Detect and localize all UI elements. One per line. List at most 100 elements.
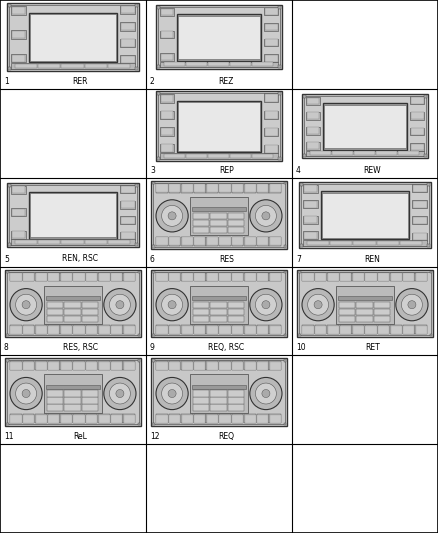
Bar: [206, 184, 218, 192]
Bar: [283, 271, 286, 273]
Circle shape: [156, 200, 188, 232]
Bar: [304, 96, 426, 156]
Text: 3: 3: [150, 166, 155, 175]
Bar: [264, 145, 278, 154]
Bar: [160, 95, 173, 102]
Bar: [257, 361, 268, 370]
Bar: [219, 415, 230, 423]
Bar: [64, 405, 81, 411]
Bar: [210, 220, 226, 226]
Bar: [265, 146, 278, 153]
Bar: [156, 326, 167, 334]
Bar: [135, 67, 138, 70]
Bar: [194, 272, 205, 281]
Circle shape: [162, 383, 183, 404]
Bar: [206, 237, 218, 246]
Circle shape: [10, 288, 42, 321]
Bar: [47, 316, 64, 322]
Bar: [181, 273, 193, 281]
Text: RES, RSC: RES, RSC: [63, 343, 98, 352]
Bar: [283, 245, 286, 247]
Bar: [297, 270, 433, 337]
Circle shape: [16, 383, 36, 404]
Bar: [160, 143, 174, 152]
Bar: [124, 415, 135, 423]
Bar: [23, 326, 35, 334]
Bar: [411, 112, 424, 119]
Bar: [353, 273, 364, 281]
Bar: [252, 62, 273, 66]
Bar: [48, 272, 60, 281]
Bar: [307, 142, 319, 149]
Bar: [10, 414, 22, 423]
Bar: [73, 273, 85, 281]
Bar: [228, 213, 244, 219]
Bar: [108, 64, 130, 68]
Bar: [192, 207, 246, 211]
Bar: [283, 423, 286, 425]
Bar: [98, 272, 110, 281]
Bar: [194, 237, 205, 245]
Bar: [264, 111, 278, 119]
Bar: [177, 101, 261, 152]
Bar: [11, 231, 25, 238]
Bar: [270, 361, 281, 370]
Bar: [413, 233, 427, 240]
Bar: [302, 94, 428, 158]
Bar: [152, 334, 155, 336]
Bar: [169, 273, 180, 281]
Bar: [323, 103, 407, 150]
Bar: [244, 272, 256, 281]
Bar: [85, 414, 97, 423]
Bar: [303, 240, 427, 246]
Bar: [169, 361, 180, 370]
Bar: [11, 187, 25, 193]
Bar: [111, 415, 122, 423]
Bar: [244, 361, 256, 370]
Bar: [300, 244, 303, 246]
Bar: [81, 405, 98, 411]
Bar: [152, 359, 155, 362]
Bar: [35, 414, 47, 423]
Bar: [8, 184, 11, 187]
Bar: [61, 326, 72, 334]
Bar: [210, 302, 226, 308]
Bar: [81, 309, 98, 315]
Bar: [178, 102, 260, 151]
Bar: [121, 217, 134, 224]
Bar: [181, 326, 193, 334]
Circle shape: [168, 390, 176, 398]
Bar: [48, 273, 59, 281]
Bar: [98, 326, 110, 334]
Bar: [244, 361, 256, 370]
Bar: [181, 361, 193, 370]
Bar: [178, 15, 260, 59]
Bar: [181, 415, 193, 423]
Bar: [181, 237, 193, 246]
Bar: [138, 423, 140, 425]
Circle shape: [10, 377, 42, 410]
Bar: [415, 272, 427, 281]
Bar: [365, 273, 377, 281]
Bar: [11, 30, 26, 38]
Bar: [306, 150, 424, 156]
Bar: [194, 415, 205, 423]
Bar: [193, 316, 209, 322]
Bar: [135, 243, 138, 246]
Bar: [11, 63, 135, 69]
Text: REQ, RSC: REQ, RSC: [208, 343, 244, 352]
Bar: [403, 326, 415, 334]
Bar: [378, 326, 389, 334]
Bar: [257, 184, 268, 192]
Bar: [257, 415, 268, 423]
Bar: [269, 184, 281, 192]
Bar: [169, 326, 180, 334]
Bar: [121, 201, 134, 208]
Bar: [278, 157, 281, 160]
Bar: [11, 6, 26, 14]
Bar: [257, 184, 268, 192]
Bar: [151, 270, 287, 337]
Circle shape: [255, 294, 276, 315]
Text: 12: 12: [150, 432, 159, 441]
Bar: [244, 184, 256, 192]
